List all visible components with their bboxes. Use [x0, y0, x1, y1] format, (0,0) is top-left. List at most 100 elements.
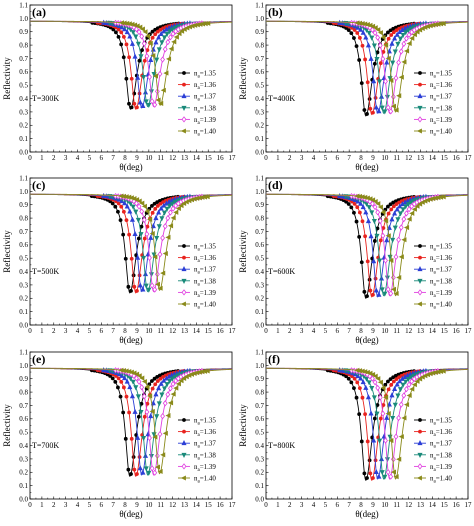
x-tick-label: 13	[181, 327, 189, 335]
legend-entry-main: n	[430, 289, 434, 297]
x-tick-label: 16	[453, 327, 461, 335]
data-point	[377, 204, 383, 210]
legend-entry-sub: a	[434, 282, 437, 287]
legend-entry-sub: a	[198, 98, 201, 103]
x-tick-label: 13	[181, 154, 189, 162]
x-tick-label: 15	[441, 154, 449, 162]
legend-entry: na=1.37	[430, 266, 452, 276]
legend-entry-tail: =1.40	[436, 475, 453, 483]
x-tick-label: 11	[393, 327, 400, 335]
data-point	[380, 209, 386, 215]
data-point	[401, 59, 407, 65]
x-tick-label: 9	[135, 154, 139, 162]
x-tick-label: 1	[40, 154, 44, 162]
y-tick-label: 0.8	[19, 214, 28, 222]
data-point	[375, 384, 381, 392]
data-point	[159, 40, 165, 46]
data-point	[135, 217, 141, 223]
data-point	[403, 48, 410, 54]
legend-entry-main: n	[430, 93, 434, 101]
x-tick-label: 12	[169, 501, 177, 509]
y-tick-label: 0.2	[19, 469, 28, 477]
legend-entry-tail: =1.38	[436, 277, 453, 285]
data-point	[156, 224, 162, 230]
data-point	[152, 101, 158, 108]
data-point	[386, 48, 392, 54]
legend-marker	[181, 266, 187, 272]
data-point	[363, 201, 370, 207]
data-point	[153, 391, 159, 397]
data-point	[157, 468, 163, 474]
y-tick-label: 0.6	[255, 241, 264, 249]
legend-entry: na=1.37	[194, 440, 216, 450]
y-tick-label: 0.0	[19, 495, 28, 503]
data-point	[132, 101, 137, 106]
data-point	[162, 223, 168, 230]
legend-entry: na=1.39	[430, 289, 452, 299]
data-point	[147, 40, 153, 46]
legend-marker	[418, 71, 422, 75]
data-point	[121, 232, 126, 237]
legend-entry: na=1.37	[430, 93, 452, 103]
data-point	[110, 376, 115, 381]
data-point	[411, 206, 417, 212]
legend-entry: na=1.35	[430, 70, 452, 80]
legend-entry-sub: a	[434, 468, 437, 473]
data-point	[373, 104, 379, 110]
data-point	[371, 437, 377, 443]
y-tick-label: 0.7	[19, 228, 28, 236]
data-point	[365, 259, 370, 264]
data-point	[372, 61, 377, 66]
data-point	[372, 198, 378, 205]
data-point	[357, 210, 362, 215]
data-point	[127, 384, 133, 390]
y-tick-label: 0.4	[255, 442, 264, 450]
data-point	[368, 106, 373, 111]
legend-marker	[416, 475, 422, 481]
data-point	[144, 384, 150, 390]
data-point	[388, 290, 394, 297]
data-point	[379, 287, 385, 293]
data-point	[146, 470, 152, 476]
legend-entry-tail: =1.40	[436, 128, 453, 136]
legend-entry: na=1.36	[430, 428, 452, 438]
data-point	[371, 43, 377, 49]
data-point	[386, 379, 390, 384]
data-point	[386, 224, 392, 230]
legend-marker	[418, 255, 422, 260]
x-tick-label: 8	[359, 154, 363, 162]
data-point	[108, 374, 112, 378]
x-tick-label: 14	[429, 327, 437, 335]
data-point	[368, 288, 373, 293]
x-tick-label: 2	[288, 501, 292, 509]
data-point	[386, 401, 392, 407]
x-tick-label: 17	[229, 327, 237, 335]
legend-entry-tail: =1.38	[200, 277, 217, 285]
data-point	[372, 416, 377, 421]
data-point	[383, 257, 388, 264]
data-point	[129, 216, 135, 222]
y-tick-label: 1.1	[255, 1, 264, 9]
x-tick-label: 4	[312, 501, 316, 509]
data-point	[139, 375, 145, 381]
data-point	[408, 26, 414, 32]
x-tick-label: 7	[347, 501, 351, 509]
data-point	[147, 73, 152, 81]
data-point	[151, 72, 157, 78]
data-point	[170, 205, 176, 212]
x-tick-label: 3	[300, 154, 304, 162]
legend-entry-tail: =1.39	[200, 289, 217, 297]
data-point	[366, 380, 372, 386]
data-point	[384, 414, 390, 420]
x-tick-label: 14	[429, 154, 437, 162]
legend-marker	[417, 116, 423, 123]
y-tick-label: 1.1	[255, 348, 264, 356]
data-point	[160, 452, 166, 458]
y-tick-label: 0.0	[255, 495, 264, 503]
data-point	[160, 87, 166, 93]
legend-entry-main: n	[194, 440, 198, 448]
x-tick-label: 16	[453, 501, 461, 509]
y-tick-label: 0.9	[19, 28, 28, 36]
legend-marker	[181, 440, 187, 446]
